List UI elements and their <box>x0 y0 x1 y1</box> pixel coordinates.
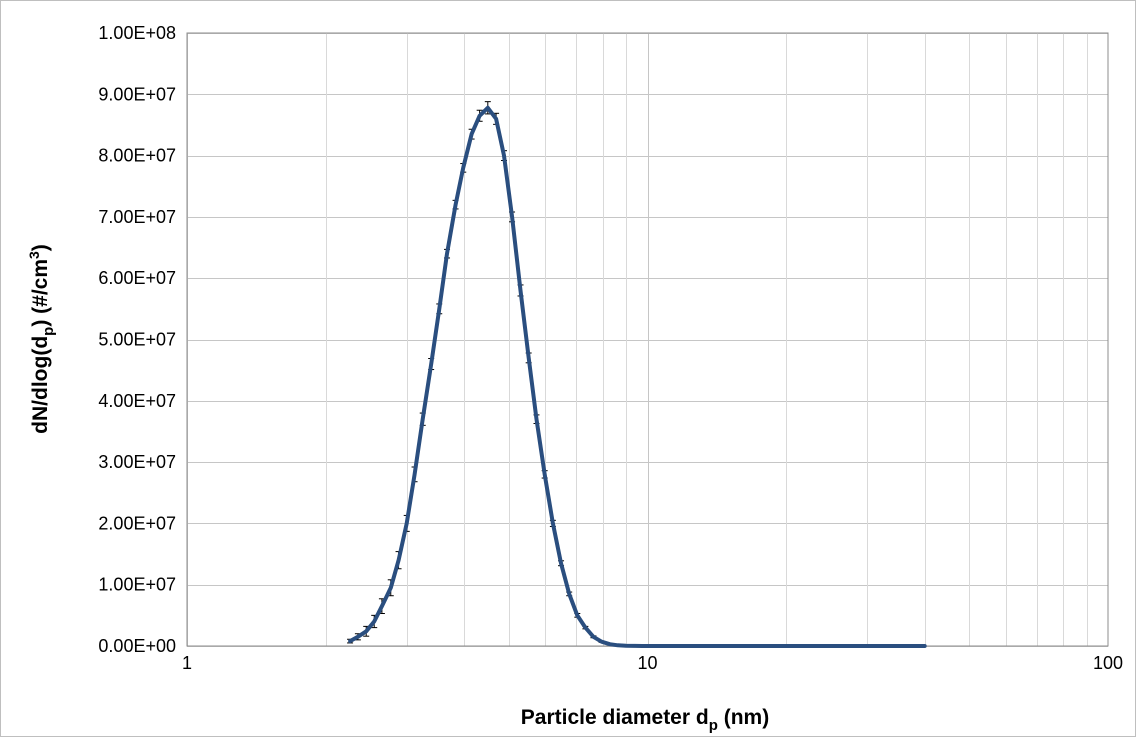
x-tick-labels: 1 10 100 <box>182 653 1123 673</box>
series-line <box>348 105 927 648</box>
y-tick-label: 9.00E+07 <box>98 84 176 104</box>
x-tick-label: 1 <box>182 653 192 673</box>
y-tick-label: 8.00E+07 <box>98 146 176 166</box>
y-tick-label: 2.00E+07 <box>98 513 176 533</box>
y-tick-label: 1.00E+07 <box>98 575 176 595</box>
x-tick-label: 10 <box>637 653 657 673</box>
y-tick-label: 7.00E+07 <box>98 207 176 227</box>
y-tick-labels: 0.00E+00 1.00E+07 2.00E+07 3.00E+07 4.00E+07… <box>98 23 176 656</box>
y-tick-label: 1.00E+08 <box>98 23 176 43</box>
x-axis-title: Particle diameter dp (nm) <box>521 706 769 734</box>
x-tick-label: 100 <box>1093 653 1123 673</box>
y-tick-label: 4.00E+07 <box>98 391 176 411</box>
y-tick-label: 5.00E+07 <box>98 330 176 350</box>
y-tick-label: 6.00E+07 <box>98 268 176 288</box>
y-axis-title: dN/dlog(dp) (#/cm3) <box>26 244 57 434</box>
y-tick-label: 3.00E+07 <box>98 452 176 472</box>
series-layer <box>348 105 927 648</box>
y-tick-label: 0.00E+00 <box>98 636 176 656</box>
